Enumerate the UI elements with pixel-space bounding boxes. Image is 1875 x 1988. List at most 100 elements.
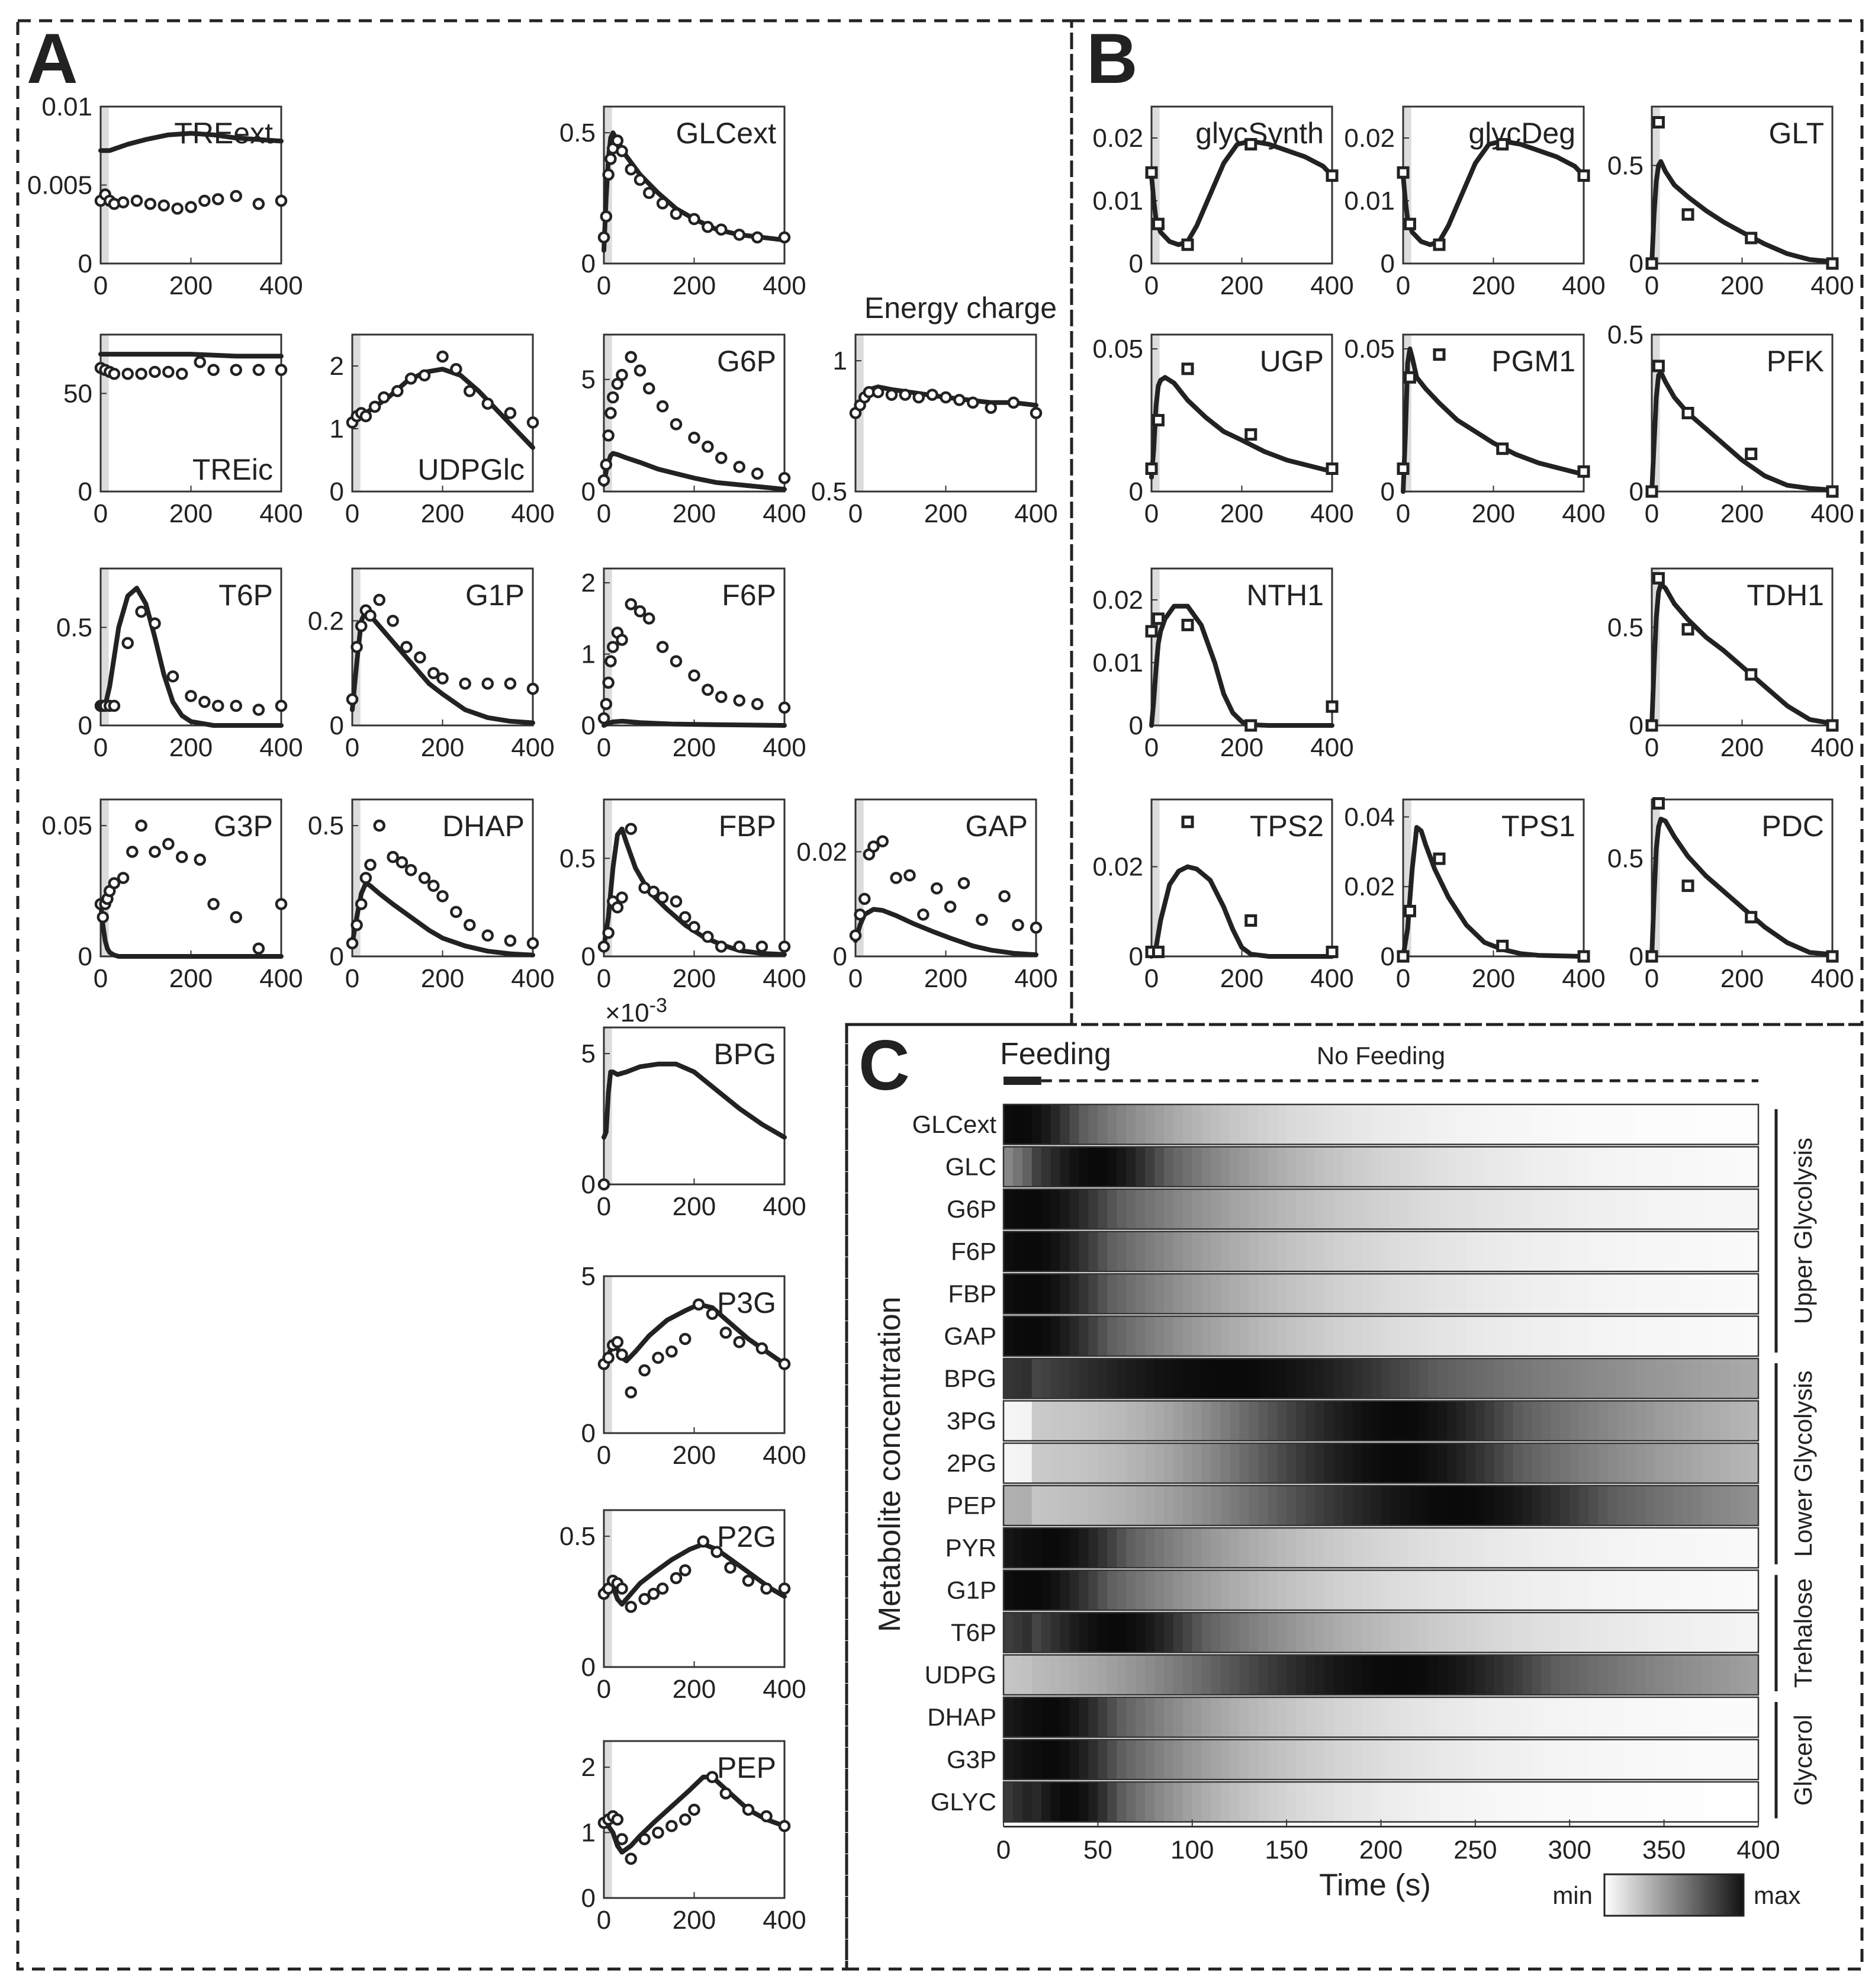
heatmap-cell: [1079, 1655, 1089, 1695]
heatmap-cell: [1079, 1104, 1089, 1145]
heatmap-cell: [1560, 1146, 1570, 1187]
heatmap-cell: [1419, 1613, 1429, 1653]
heatmap-cell: [1022, 1485, 1033, 1525]
heatmap-cell: [1287, 1443, 1297, 1483]
heatmap-cell: [1616, 1104, 1627, 1145]
heatmap-cell: [1428, 1697, 1438, 1738]
heatmap-cell: [1437, 1189, 1448, 1229]
heatmap-cell: [1022, 1231, 1033, 1271]
heatmap-cell: [1645, 1104, 1655, 1145]
heatmap-cell: [1711, 1697, 1721, 1738]
heatmap-cell: [1201, 1316, 1212, 1356]
heatmap-cell: [1314, 1104, 1325, 1145]
heatmap-cell: [1126, 1570, 1136, 1610]
data-point: [135, 819, 147, 832]
heatmap-cell: [1314, 1739, 1325, 1780]
heatmap-cell: [1362, 1146, 1372, 1187]
heatmap-cell: [1419, 1528, 1429, 1568]
heatmap-cell: [1343, 1274, 1353, 1314]
heatmap-cell: [1702, 1146, 1712, 1187]
data-point: [611, 901, 624, 914]
data-point: [625, 163, 637, 176]
heatmap-row-gap: GAP: [944, 1315, 1760, 1357]
y-tick-label: 0.04: [1344, 802, 1395, 831]
heatmap-cell: [1465, 1189, 1476, 1229]
heatmap-cell: [1437, 1316, 1448, 1356]
heatmap-cell: [1371, 1358, 1382, 1399]
heatmap-cell: [1616, 1528, 1627, 1568]
y-tick-label: 0: [1129, 249, 1143, 278]
heatmap-row-label: BPG: [944, 1364, 996, 1392]
heatmap-cell: [1163, 1274, 1174, 1314]
heatmap-row-border: [1002, 1400, 1760, 1442]
heatmap-cell: [1154, 1358, 1165, 1399]
heatmap-cell: [1031, 1613, 1042, 1653]
heatmap-cell: [1598, 1697, 1608, 1738]
heatmap-cell: [1739, 1358, 1749, 1399]
heatmap-cell: [1664, 1401, 1674, 1441]
heatmap-cell: [1182, 1739, 1193, 1780]
heatmap-cell: [1022, 1739, 1033, 1780]
heatmap-x-tick-label: 0: [996, 1836, 1011, 1865]
heatmap-cell: [1579, 1782, 1589, 1822]
heatmap-cell: [1720, 1782, 1731, 1822]
heatmap-cell: [1352, 1189, 1363, 1229]
heatmap-cell: [1447, 1570, 1457, 1610]
heatmap-cell: [1579, 1104, 1589, 1145]
heatmap-cell: [1249, 1104, 1259, 1145]
heatmap-cell: [1616, 1274, 1627, 1314]
heatmap-cell: [1305, 1739, 1316, 1780]
heatmap-cell: [1117, 1528, 1127, 1568]
heatmap-cell: [1333, 1782, 1344, 1822]
y-tick-label: 0: [1629, 942, 1644, 971]
heatmap-cell: [1475, 1528, 1485, 1568]
heatmap-row-label: GAP: [944, 1322, 996, 1350]
heatmap-cell: [1287, 1739, 1297, 1780]
subplot-title: G6P: [717, 345, 776, 378]
heatmap-cell: [1182, 1274, 1193, 1314]
data-point: [625, 351, 637, 364]
heatmap-cell: [1381, 1655, 1391, 1695]
heatmap-cell: [1692, 1570, 1702, 1610]
heatmap-cell: [1400, 1697, 1410, 1738]
heatmap-cell: [1333, 1274, 1344, 1314]
heatmap-cell: [1352, 1613, 1363, 1653]
heatmap-cell: [1277, 1189, 1287, 1229]
heatmap-cell: [1607, 1697, 1617, 1738]
data-point: [149, 617, 161, 630]
heatmap-cell: [1390, 1485, 1400, 1525]
model-line: [602, 1541, 787, 1607]
heatmap-cell: [1371, 1613, 1382, 1653]
heatmap-cell: [1324, 1528, 1334, 1568]
heatmap-cell: [1182, 1316, 1193, 1356]
heatmap-cell: [1456, 1528, 1466, 1568]
heatmap-cell: [1683, 1358, 1693, 1399]
heatmap-cell: [1173, 1697, 1183, 1738]
data-point: [778, 940, 791, 953]
heatmap-cell: [1277, 1316, 1287, 1356]
heatmap-cell: [1532, 1528, 1542, 1568]
data-point: [912, 391, 925, 404]
data-point: [391, 385, 404, 397]
heatmap-cell: [1192, 1739, 1202, 1780]
heatmap-cell: [1004, 1782, 1014, 1822]
x-tick-label: 200: [673, 1441, 716, 1470]
heatmap-cell: [1371, 1697, 1382, 1738]
x-tick-label: 400: [259, 499, 303, 528]
heatmap-cell: [1465, 1655, 1476, 1695]
x-tick-label: 400: [763, 1906, 806, 1935]
heatmap-cell: [1484, 1697, 1495, 1738]
data-point: [1181, 815, 1194, 828]
heatmap-cell: [1324, 1697, 1334, 1738]
heatmap-cell: [1673, 1443, 1684, 1483]
subplot-title: TPS2: [1250, 810, 1324, 843]
heatmap-cell: [1277, 1104, 1287, 1145]
heatmap-cell: [1494, 1528, 1504, 1568]
heatmap-row-dhap: DHAP: [927, 1696, 1760, 1738]
heatmap-cell: [1532, 1782, 1542, 1822]
heatmap-cell: [1447, 1528, 1457, 1568]
heatmap-cell: [1419, 1655, 1429, 1695]
x-tick-label: 400: [1014, 964, 1057, 993]
data-point: [185, 690, 197, 702]
